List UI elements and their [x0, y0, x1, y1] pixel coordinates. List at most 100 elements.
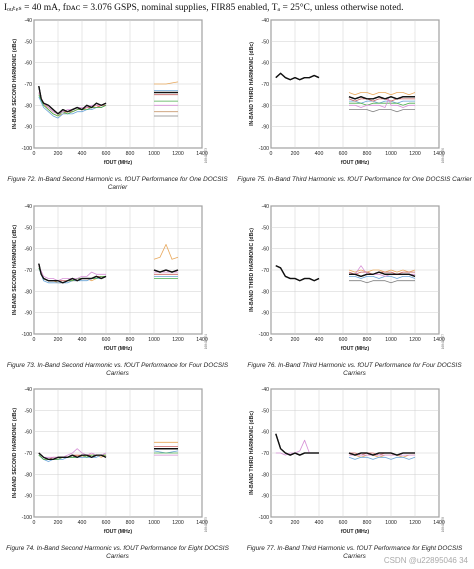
series-line-primary: [38, 85, 107, 115]
conditions-header: Iₒᵤₜₑₛ = 40 mA, fᴅᴀᴄ = 3.076 GSPS, nomin…: [4, 3, 404, 13]
y-tick-label: -60: [25, 247, 33, 253]
x-tick-label: 600: [339, 520, 348, 526]
chart-panel-fig77: 0 200 400 600 800 1000 1200 1400 -40 -50 -60 -70 -80…: [237, 383, 472, 569]
x-axis-label: fOUT (MHz): [341, 529, 370, 535]
x-tick-label: 1400: [196, 151, 208, 157]
series-line: [153, 244, 179, 260]
y-tick-label: -70: [25, 82, 33, 88]
x-tick-label: 1400: [433, 520, 445, 526]
y-tick-label: -80: [25, 289, 33, 295]
chart-fig72: 0 200 400 600 800 1000 1200 1400 -40 -50 -60 -70 -80…: [12, 18, 208, 166]
y-tick-label: -80: [25, 103, 33, 109]
x-tick-label: 600: [102, 520, 111, 526]
figure-id-label: 16841-075: [204, 517, 208, 532]
y-tick-label: -90: [262, 311, 270, 317]
y-tick-label: -40: [262, 18, 270, 24]
x-tick-label: 0: [270, 520, 273, 526]
y-axis-label: IN-BAND SECOND HARMONIC (dBc): [12, 225, 18, 315]
x-tick-label: 400: [78, 151, 87, 157]
chart-panel-fig73: 0 200 400 600 800 1000 1200 1400 -40 -50 -60 -70 -80…: [0, 200, 235, 386]
figure-id-label: 16841-074: [204, 334, 208, 349]
chart-fig73: 0 200 400 600 800 1000 1200 1400 -40 -50 -60 -70 -80…: [12, 204, 208, 352]
series-line-primary: [153, 269, 179, 273]
series-line-primary: [38, 452, 107, 461]
y-tick-label: -80: [262, 472, 270, 478]
y-tick-label: -50: [25, 39, 33, 45]
x-tick-label: 200: [291, 520, 300, 526]
x-tick-label: 800: [363, 151, 372, 157]
y-tick-label: -90: [262, 494, 270, 500]
y-tick-label: -100: [259, 146, 269, 152]
y-tick-label: -40: [25, 387, 33, 393]
series-line: [348, 271, 415, 275]
series-line-primary: [275, 265, 320, 282]
x-tick-label: 400: [78, 520, 87, 526]
watermark-text: CSDN @u22895046 34: [383, 556, 468, 565]
series-line: [348, 269, 416, 273]
chart-fig74: 0 200 400 600 800 1000 1200 1400 -40 -50 -60 -70 -80…: [12, 387, 208, 535]
y-tick-label: -50: [25, 408, 33, 414]
x-tick-label: 0: [270, 337, 273, 343]
y-tick-label: -60: [262, 247, 270, 253]
x-tick-label: 1200: [172, 520, 184, 526]
y-tick-label: -100: [22, 332, 32, 338]
x-tick-label: 800: [363, 520, 372, 526]
x-tick-label: 200: [54, 337, 63, 343]
chart-caption: Figure 77. In-Band Third Harmonic vs. fO…: [246, 545, 463, 560]
series-line: [349, 280, 415, 284]
series-line-primary: [348, 452, 415, 456]
y-tick-label: -80: [25, 472, 33, 478]
x-tick-label: 200: [54, 520, 63, 526]
y-axis-label: IN-BAND THIRD HARMONIC (dBc): [249, 411, 255, 495]
y-tick-label: -90: [262, 125, 270, 131]
x-tick-label: 400: [78, 337, 87, 343]
y-tick-label: -40: [25, 18, 33, 24]
x-tick-label: 200: [291, 151, 300, 157]
figure-id-label: 16841-073: [204, 148, 208, 163]
y-tick-label: -90: [25, 494, 33, 500]
x-tick-label: 1200: [409, 337, 421, 343]
x-tick-label: 1200: [409, 151, 421, 157]
series-line: [349, 98, 415, 108]
x-tick-label: 600: [102, 151, 111, 157]
y-tick-label: -40: [262, 387, 270, 393]
x-tick-label: 600: [339, 337, 348, 343]
y-axis-label: IN-BAND THIRD HARMONIC (dBc): [249, 42, 255, 126]
y-tick-label: -50: [262, 225, 270, 231]
y-tick-label: -50: [25, 225, 33, 231]
x-tick-label: 200: [54, 151, 63, 157]
y-tick-label: -80: [262, 103, 270, 109]
chart-fig76: 0 200 400 600 800 1000 1200 1400 -40 -50 -60 -70 -80…: [249, 204, 445, 352]
chart-caption: Figure 74. In-Band Second Harmonic vs. f…: [6, 545, 229, 560]
x-tick-label: 1000: [148, 337, 160, 343]
x-tick-label: 1400: [196, 337, 208, 343]
series-line-primary: [275, 433, 319, 456]
gridlines: [33, 205, 203, 335]
figure-id-label: 16841-076: [441, 148, 445, 163]
y-tick-label: -60: [25, 430, 33, 436]
chart-panel-fig75: 0 200 400 600 800 1000 1200 1400 -40 -50 -60 -70 -80…: [237, 14, 472, 200]
chart-caption: Figure 73. In-Band Second Harmonic vs. f…: [6, 362, 229, 377]
x-tick-label: 1000: [385, 337, 397, 343]
x-tick-label: 0: [33, 151, 36, 157]
y-tick-label: -90: [25, 125, 33, 131]
x-tick-label: 1200: [172, 151, 184, 157]
figure-id-label: 16841-077: [441, 334, 445, 349]
x-tick-label: 800: [126, 520, 135, 526]
x-tick-label: 600: [102, 337, 111, 343]
series-line-primary: [349, 271, 416, 278]
y-tick-label: -100: [259, 515, 269, 521]
y-tick-label: -90: [25, 311, 33, 317]
y-tick-label: -70: [25, 268, 33, 274]
series-line: [349, 276, 416, 279]
x-tick-label: 1000: [148, 151, 160, 157]
x-tick-label: 400: [315, 520, 324, 526]
y-tick-label: -50: [262, 39, 270, 45]
chart-caption: Figure 72. In-Band Second Harmonic vs. f…: [7, 176, 228, 191]
series-line-primary: [38, 263, 107, 284]
x-tick-label: 800: [126, 151, 135, 157]
y-tick-label: -100: [22, 515, 32, 521]
series-line: [348, 92, 416, 96]
x-tick-label: 1000: [148, 520, 160, 526]
series-line: [348, 98, 415, 102]
